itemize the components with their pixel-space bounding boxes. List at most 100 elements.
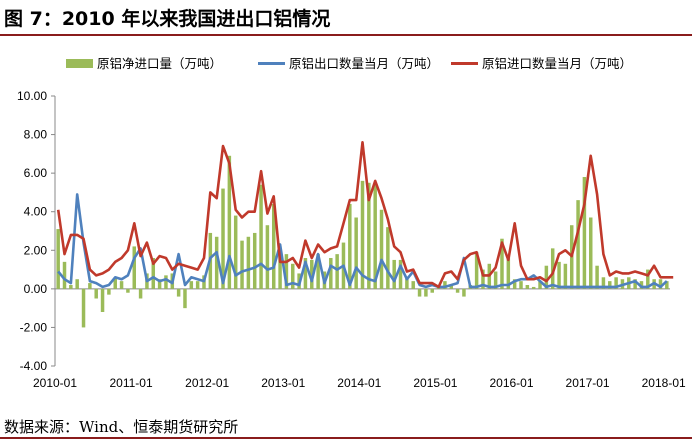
bar xyxy=(132,246,136,289)
bar xyxy=(227,155,232,289)
y-tick-label: 8.00 xyxy=(24,128,48,142)
bar xyxy=(500,238,504,289)
bar xyxy=(424,288,428,297)
bar xyxy=(531,286,536,289)
bar xyxy=(646,269,650,289)
bar xyxy=(443,281,447,289)
bar xyxy=(417,288,422,297)
bar xyxy=(449,285,454,289)
bar xyxy=(430,288,434,293)
bar xyxy=(576,200,580,289)
x-tick-label: 2014-01 xyxy=(337,376,381,390)
bar xyxy=(62,261,67,289)
title-rule xyxy=(0,34,692,36)
bar xyxy=(519,281,523,289)
bar xyxy=(81,288,86,328)
x-tick-label: 2013-01 xyxy=(261,376,305,390)
bar xyxy=(512,279,517,289)
bar xyxy=(474,252,479,289)
export-line xyxy=(57,193,668,289)
bar xyxy=(75,279,79,289)
bar xyxy=(392,259,396,289)
bar xyxy=(373,184,377,289)
bar xyxy=(538,281,542,289)
bar xyxy=(214,236,219,289)
y-tick-label: -4.00 xyxy=(20,359,48,373)
bar xyxy=(240,240,244,289)
bar xyxy=(639,281,644,289)
bar xyxy=(119,281,124,289)
y-tick-label: 2.00 xyxy=(24,243,48,257)
bar xyxy=(493,271,498,289)
bar xyxy=(221,188,225,289)
bottom-rule xyxy=(0,437,692,439)
bar xyxy=(94,288,98,299)
bar xyxy=(233,215,238,289)
bar xyxy=(69,285,73,289)
bar xyxy=(316,254,320,289)
bar xyxy=(462,288,466,297)
x-tick-label: 2010-01 xyxy=(33,376,77,390)
bar xyxy=(157,279,162,289)
legend-label: 原铝出口数量当月（万吨） xyxy=(289,56,439,71)
bar xyxy=(563,263,568,289)
legend-label: 原铝进口数量当月（万吨） xyxy=(482,56,632,71)
legend-label: 原铝净进口量（万吨） xyxy=(97,56,222,71)
line-series xyxy=(56,141,674,289)
bar xyxy=(633,279,637,289)
bar xyxy=(246,236,251,289)
bar xyxy=(367,182,371,289)
bar xyxy=(183,288,187,309)
source-note: 数据来源：Wind、恒泰期货研究所 xyxy=(4,418,239,436)
bar xyxy=(411,281,415,289)
bar xyxy=(265,225,270,289)
bar xyxy=(455,288,460,293)
y-tick-label: 0.00 xyxy=(24,282,48,296)
bar xyxy=(176,288,181,297)
chart: 原铝净进口量（万吨） 原铝出口数量当月（万吨） 原铝进口数量当月（万吨） 10.00… xyxy=(17,56,686,390)
y-tick-label: -2.00 xyxy=(20,320,48,334)
bar xyxy=(56,229,60,289)
legend: 原铝净进口量（万吨） 原铝出口数量当月（万吨） 原铝进口数量当月（万吨） xyxy=(66,56,632,71)
bar xyxy=(303,258,308,289)
bar xyxy=(601,277,606,289)
bar xyxy=(100,288,105,312)
bar xyxy=(252,232,257,289)
bar xyxy=(665,281,669,289)
bar xyxy=(107,288,111,295)
y-tick-label: 4.00 xyxy=(24,205,48,219)
import-line xyxy=(56,141,674,289)
bar-series xyxy=(56,155,669,328)
bar xyxy=(595,265,599,289)
bar xyxy=(329,258,333,289)
bar xyxy=(354,217,358,289)
x-tick-label: 2016-01 xyxy=(489,376,533,390)
bar xyxy=(126,288,130,293)
bar xyxy=(195,281,200,289)
bar xyxy=(259,184,263,289)
bar xyxy=(278,256,282,289)
bar xyxy=(608,281,612,289)
bar xyxy=(658,279,663,289)
bar xyxy=(589,217,593,289)
y-axis: 10.00 8.00 6.00 4.00 2.00 0.00 -2.00 -4.00 xyxy=(17,89,56,373)
bar xyxy=(348,204,352,289)
bar xyxy=(88,283,92,289)
bar xyxy=(284,254,289,289)
bar xyxy=(113,277,117,289)
bar xyxy=(164,275,168,289)
x-tick-label: 2011-01 xyxy=(110,376,153,390)
bar xyxy=(550,248,555,289)
bar xyxy=(557,261,561,289)
bar xyxy=(291,263,295,289)
bar xyxy=(405,277,409,289)
x-tick-label: 2012-01 xyxy=(185,376,229,390)
bar xyxy=(138,288,143,299)
bar xyxy=(386,227,390,289)
bar xyxy=(271,204,276,289)
bar xyxy=(360,180,365,289)
bar xyxy=(379,209,384,289)
y-tick-label: 10.00 xyxy=(17,89,47,103)
bar xyxy=(398,259,403,289)
chart-title: 图 7：2010 年以来我国进出口铝情况 xyxy=(4,8,331,30)
